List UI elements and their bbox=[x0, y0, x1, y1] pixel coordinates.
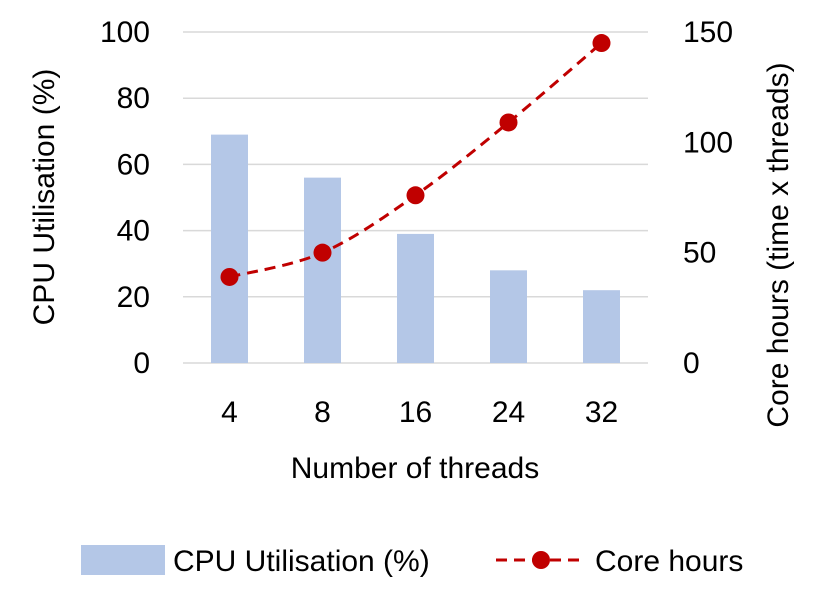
bar bbox=[211, 134, 248, 363]
bar bbox=[583, 290, 620, 363]
bar bbox=[490, 270, 527, 363]
bar bbox=[304, 177, 341, 363]
legend: CPU Utilisation (%) Core hours bbox=[81, 545, 743, 578]
y2-tick-label: 100 bbox=[683, 126, 733, 159]
legend-label-core: Core hours bbox=[595, 545, 743, 578]
line-marker bbox=[592, 34, 611, 53]
gridlines bbox=[183, 31, 648, 364]
x-tick-label: 24 bbox=[492, 396, 525, 429]
y-tick-label: 40 bbox=[117, 215, 150, 248]
bar-series bbox=[211, 134, 620, 363]
y-tick-label: 60 bbox=[117, 148, 150, 181]
legend-swatch-bar bbox=[81, 545, 165, 575]
line-series bbox=[220, 34, 611, 286]
y-axis-label: CPU Utilisation (%) bbox=[28, 69, 61, 326]
x-tick-label: 32 bbox=[585, 396, 618, 429]
bar bbox=[397, 233, 434, 363]
legend-swatch-marker bbox=[532, 551, 550, 569]
x-tick-label: 16 bbox=[399, 396, 432, 429]
y2-tick-label: 50 bbox=[683, 237, 716, 270]
y2-tick-label: 0 bbox=[683, 347, 700, 380]
x-tick-label: 8 bbox=[314, 396, 331, 429]
y2-axis-label: Core hours (time x threads) bbox=[762, 62, 795, 427]
x-tick-label: 4 bbox=[221, 396, 238, 429]
x-axis-label: Number of threads bbox=[291, 452, 539, 485]
y-tick-label: 80 bbox=[117, 82, 150, 115]
y2-tick-label: 150 bbox=[683, 16, 733, 49]
line-marker bbox=[499, 113, 518, 132]
line-marker bbox=[406, 186, 425, 205]
axes: CPU Utilisation (%) Core hours (time x t… bbox=[28, 16, 795, 485]
line-marker bbox=[313, 243, 332, 262]
legend-label-cpu: CPU Utilisation (%) bbox=[173, 545, 430, 578]
y-tick-label: 20 bbox=[117, 281, 150, 314]
y-tick-label: 100 bbox=[100, 16, 150, 49]
line-marker bbox=[220, 267, 239, 286]
y-tick-label: 0 bbox=[133, 347, 150, 380]
